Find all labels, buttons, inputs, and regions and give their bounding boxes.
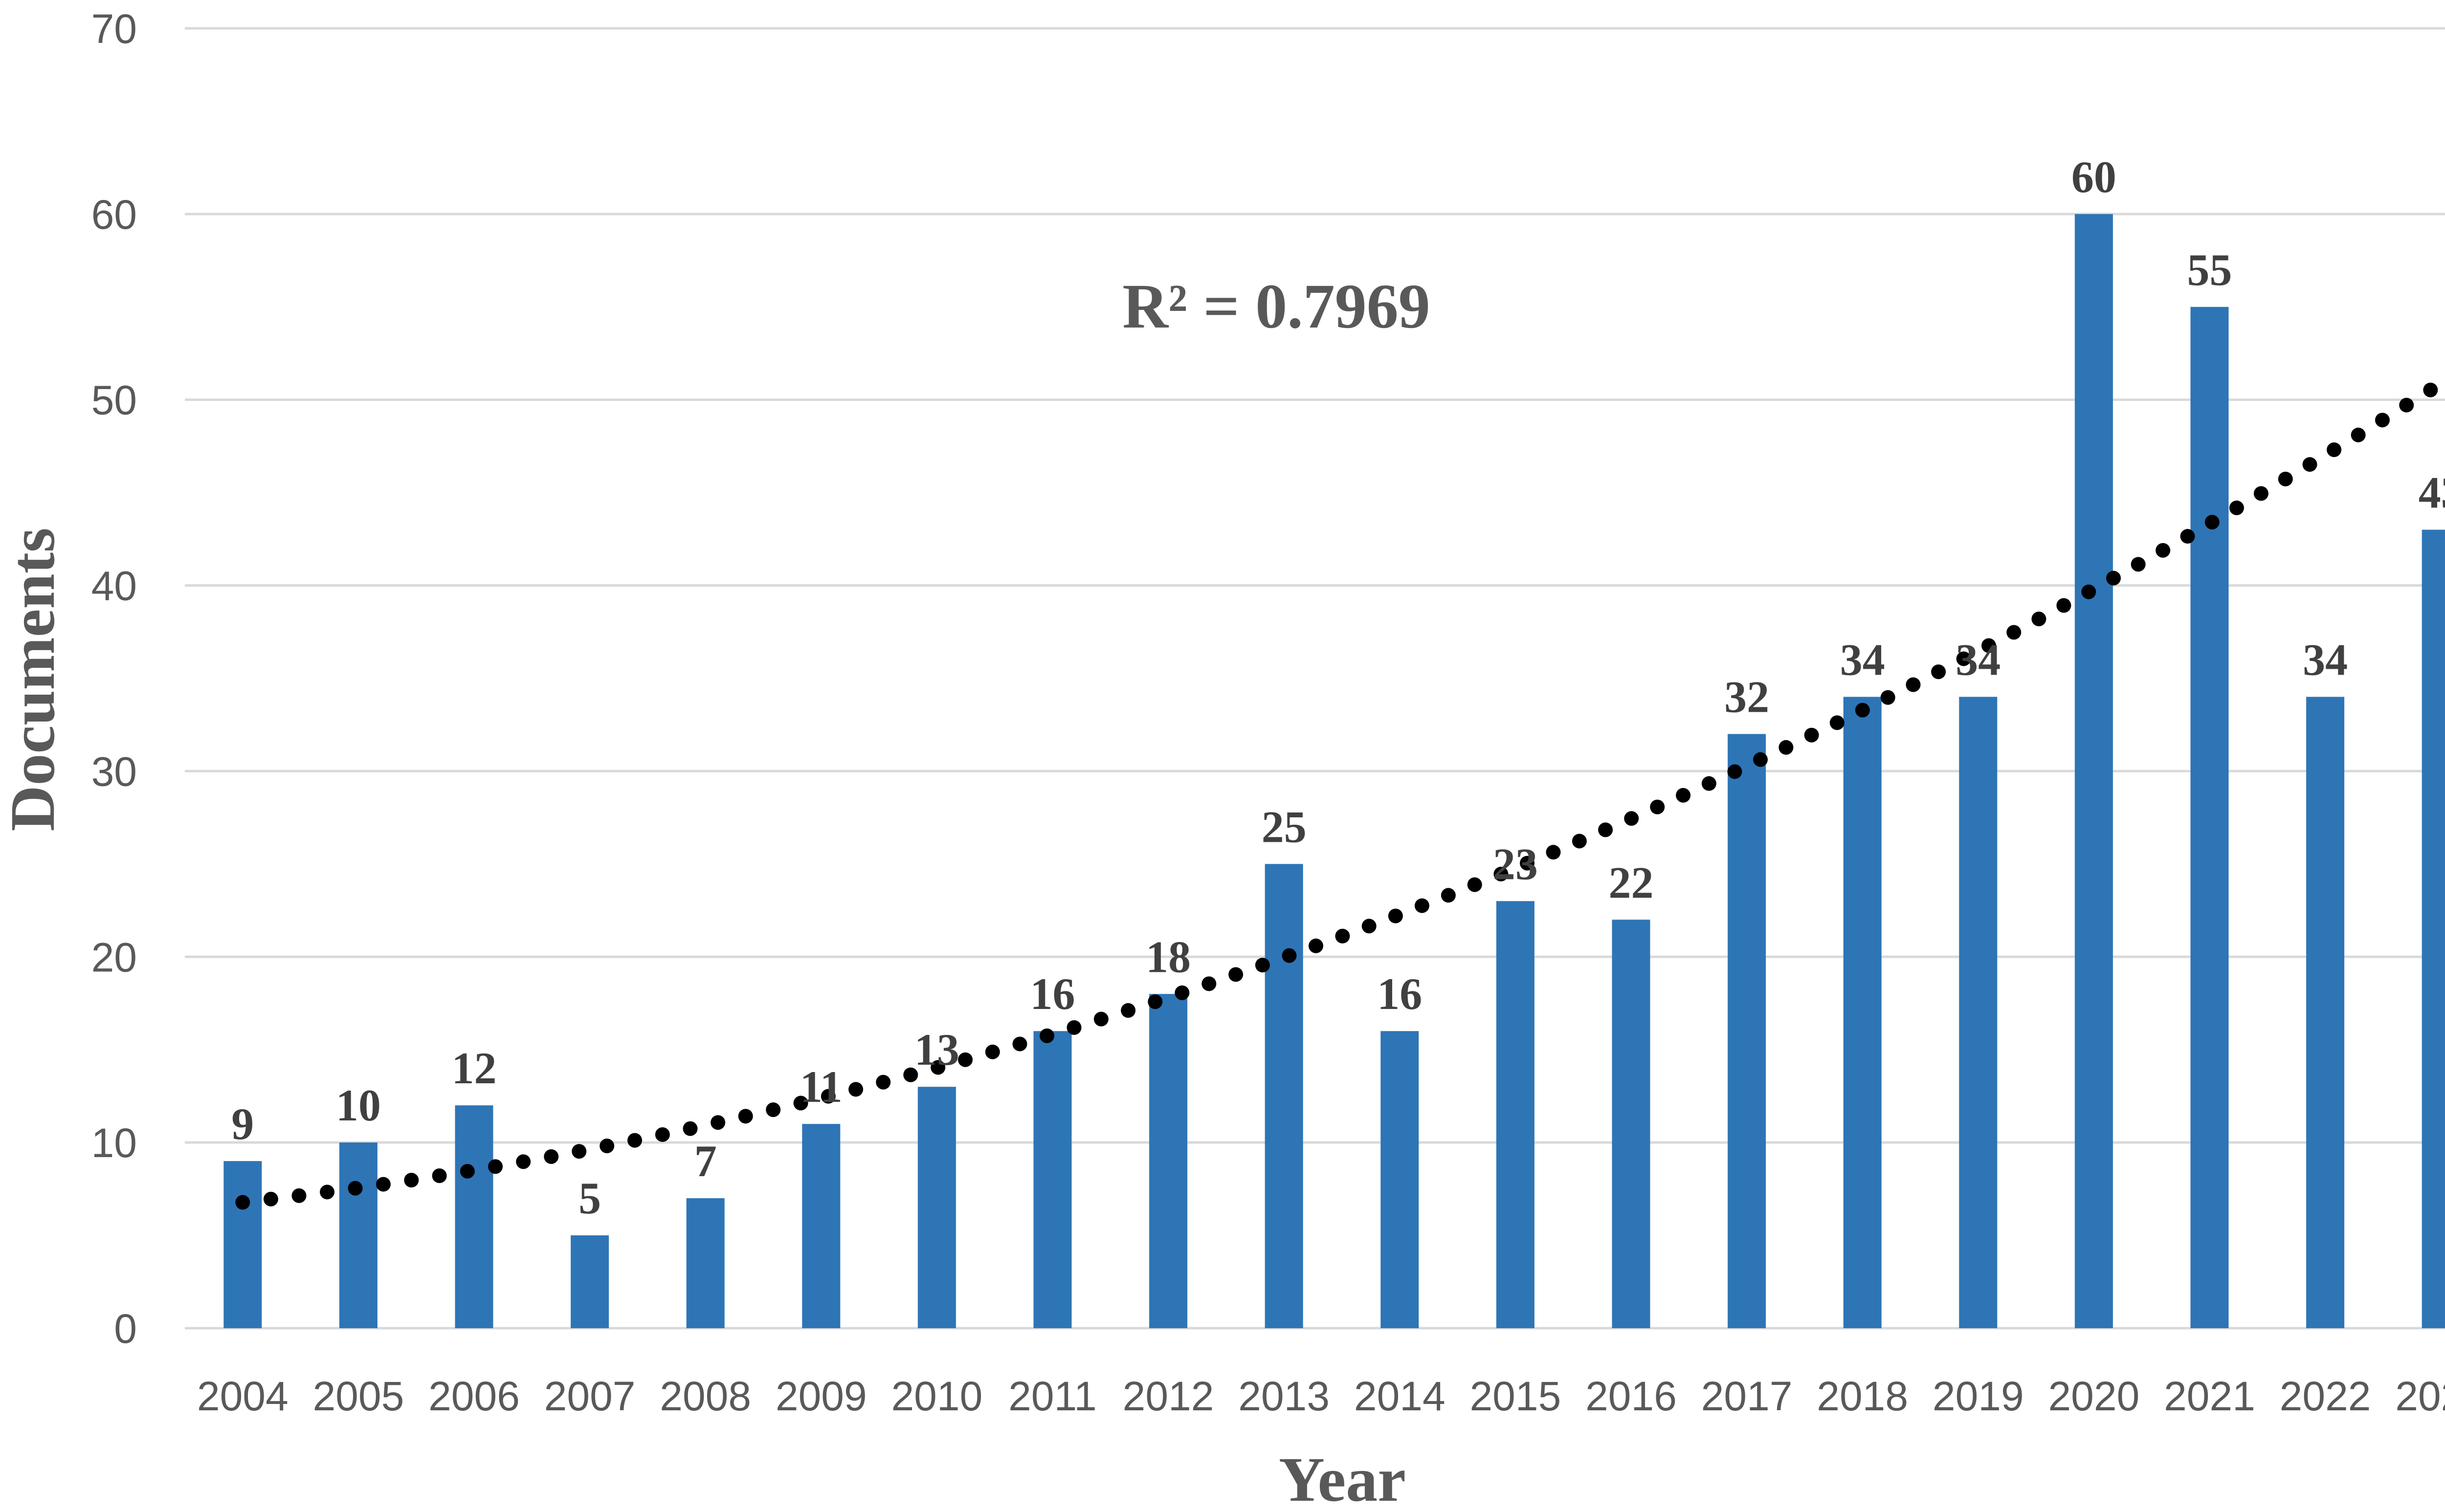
x-tick-label: 2016 (1585, 1373, 1677, 1419)
x-tick-label: 2011 (1008, 1373, 1097, 1419)
data-label: 43 (2419, 468, 2445, 518)
x-tick-label: 2009 (776, 1373, 867, 1419)
trendline (235, 376, 2445, 1210)
x-tick-label: 2013 (1238, 1373, 1330, 1419)
y-axis-ticks: 0 10 20 30 40 50 60 70 (91, 6, 137, 1352)
bar (1843, 697, 1882, 1328)
bar (2422, 529, 2445, 1328)
data-label: 60 (2071, 152, 2116, 202)
bar (686, 1198, 725, 1328)
bar (1728, 734, 1766, 1328)
x-tick-label: 2015 (1469, 1373, 1561, 1419)
x-tick-label: 2014 (1354, 1373, 1445, 1419)
x-tick-label: 2019 (1933, 1373, 2024, 1419)
bar (1380, 1031, 1419, 1328)
bar (2190, 307, 2229, 1329)
bar (2306, 697, 2345, 1328)
y-tick-label: 50 (91, 377, 137, 423)
data-label: 23 (1493, 839, 1538, 889)
y-tick-label: 10 (91, 1120, 137, 1166)
trendline-path (235, 376, 2445, 1210)
x-tick-label: 2004 (197, 1373, 289, 1419)
bar (1959, 697, 1998, 1328)
x-axis-title: Year (1279, 1445, 1406, 1512)
y-tick-label: 30 (91, 748, 137, 794)
y-tick-label: 40 (91, 563, 137, 609)
x-tick-label: 2021 (2164, 1373, 2255, 1419)
y-tick-label: 0 (114, 1306, 137, 1352)
data-label: 18 (1146, 932, 1191, 982)
x-tick-label: 2020 (2048, 1373, 2139, 1419)
y-tick-label: 70 (91, 6, 137, 52)
data-label: 16 (1030, 969, 1075, 1019)
bars (223, 214, 2445, 1329)
y-tick-label: 20 (91, 934, 137, 980)
x-tick-label: 2012 (1123, 1373, 1214, 1419)
x-tick-label: 2018 (1817, 1373, 1908, 1419)
bar (1265, 864, 1303, 1328)
data-label: 34 (1956, 635, 2000, 684)
x-tick-label: 2005 (312, 1373, 404, 1419)
data-label: 7 (694, 1136, 717, 1186)
x-tick-label: 2007 (544, 1373, 636, 1419)
bar (802, 1124, 841, 1328)
bar (2074, 214, 2113, 1328)
bar (1033, 1031, 1072, 1328)
x-tick-label: 2022 (2280, 1373, 2371, 1419)
y-tick-label: 60 (91, 192, 137, 238)
gridlines (185, 27, 2445, 1330)
data-label: 12 (452, 1043, 497, 1093)
data-label: 10 (336, 1080, 381, 1130)
data-label: 5 (578, 1173, 601, 1223)
data-label: 9 (231, 1099, 254, 1149)
bar (571, 1235, 609, 1328)
data-labels: 9 10 12 5 7 11 13 16 18 25 16 23 22 32 34 34 60 55 34 43 (231, 152, 2445, 1223)
x-axis-ticks: 2004 2005 2006 2007 2008 2009 2010 2011 2012 2013… (197, 1373, 2445, 1419)
x-tick-label: 2006 (428, 1373, 520, 1419)
y-axis-title: Documents (0, 527, 68, 831)
bar (1496, 901, 1534, 1328)
bar (339, 1142, 378, 1328)
bar (455, 1105, 493, 1328)
bar (223, 1161, 262, 1328)
bar (1612, 920, 1650, 1328)
bar (917, 1087, 956, 1328)
data-label: 11 (800, 1062, 843, 1112)
data-label: 55 (2187, 245, 2232, 295)
x-tick-label: 2023 (2395, 1373, 2445, 1419)
bar (1149, 994, 1188, 1328)
x-tick-label: 2010 (891, 1373, 982, 1419)
data-label: 13 (914, 1025, 959, 1074)
data-label: 34 (1840, 635, 1885, 684)
data-label: 16 (1377, 969, 1422, 1019)
data-label: 25 (1262, 802, 1307, 852)
data-label: 22 (1609, 857, 1654, 907)
data-label: 32 (1724, 672, 1769, 722)
data-label: 34 (2303, 635, 2348, 684)
r-squared-annotation: R² = 0.7969 (1122, 271, 1430, 342)
x-tick-label: 2017 (1701, 1373, 1793, 1419)
x-tick-label: 2008 (660, 1373, 751, 1419)
